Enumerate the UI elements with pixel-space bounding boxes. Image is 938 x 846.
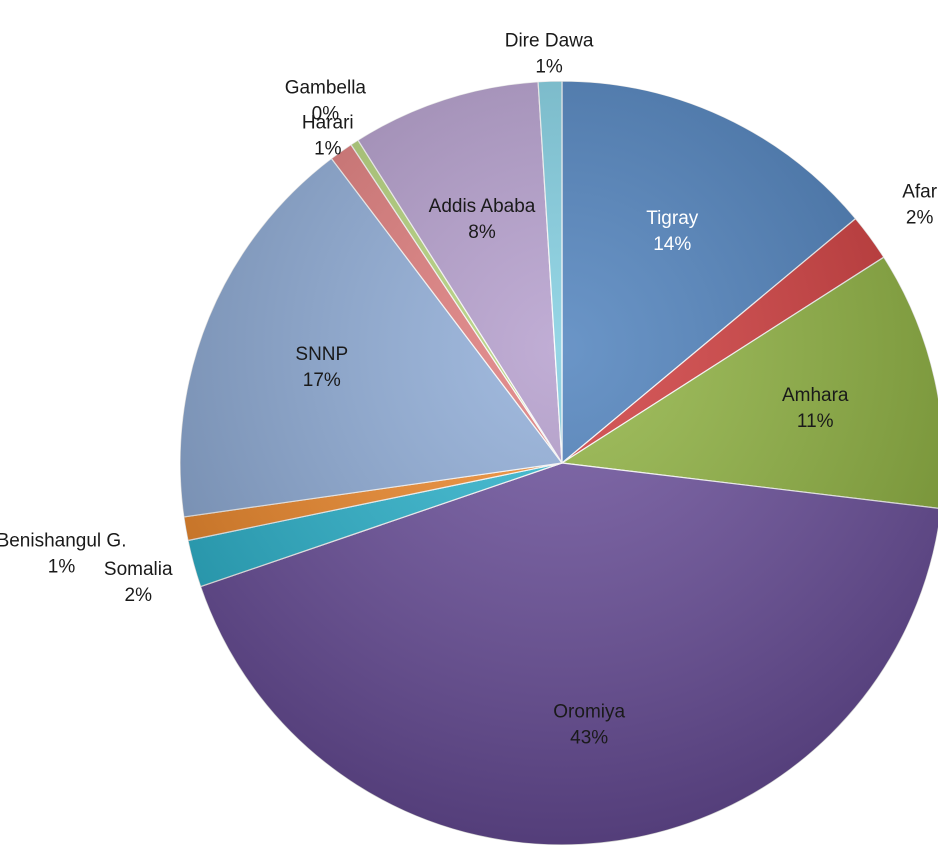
slice-label: Amhara [782,385,849,406]
slice-label: Afar [902,181,938,202]
slice-label: Addis Ababa [429,196,536,217]
slice-percent-label: 17% [303,370,341,391]
slice-percent-label: 14% [653,234,691,255]
slice-percent-label: 8% [468,222,496,243]
slice-label: Harari [302,113,354,134]
slice-label: Oromiya [553,701,625,722]
slice-percent-label: 11% [797,411,834,432]
slice-labels: Tigray 14% Afar 2% Amhara 11% Oromiya 43% Somali… [0,31,938,749]
slice-label: Somalia [104,559,173,580]
slice-percent-label: 2% [906,207,934,228]
slice-label: Tigray [646,208,699,229]
slice-label: Gambella [285,77,367,98]
slice-percent-label: 2% [125,585,153,606]
slice-label: Dire Dawa [505,31,594,52]
slice-percent-label: 0% [312,103,340,124]
slice-label: SNNP [295,344,348,365]
slice-label: Benishangul G. [0,530,126,551]
slice-percent-label: 1% [314,139,342,160]
pie-slices [179,80,938,846]
slice-percent-label: 43% [570,727,608,748]
slice-percent-label: 1% [48,556,76,577]
slice-percent-label: 1% [535,57,563,78]
